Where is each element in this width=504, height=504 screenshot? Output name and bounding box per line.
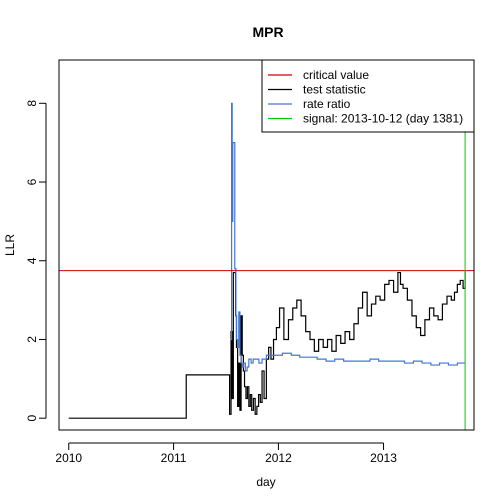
- chart-title: MPR: [252, 24, 283, 40]
- legend-entry-critical-value-label: critical value: [303, 68, 369, 82]
- legend-entry-test-statistic-label: test statistic: [303, 83, 366, 97]
- y-tick-label: 4: [25, 257, 39, 264]
- y-tick-label: 8: [25, 100, 39, 107]
- x-tick-label: 2010: [55, 451, 82, 465]
- y-axis-title: LLR: [3, 234, 17, 256]
- legend-box: [261, 59, 475, 133]
- test-statistic-line: [68, 270, 466, 419]
- y-tick-label: 2: [25, 336, 39, 343]
- x-tick-label: 2011: [161, 451, 187, 465]
- x-tick-label: 2012: [265, 451, 292, 465]
- x-axis: 2010 2011 2012 2013: [55, 442, 397, 465]
- y-tick-label: 0: [25, 415, 39, 422]
- y-axis: 0 2 4 6 8: [25, 100, 47, 422]
- legend-entry-signal-label: signal: 2013-10-12 (day 1381): [303, 112, 463, 126]
- legend-entry-rate-ratio-label: rate ratio: [303, 97, 351, 111]
- x-axis-title: day: [256, 475, 275, 489]
- x-tick-label: 2013: [370, 451, 397, 465]
- rate-ratio-line: [230, 102, 466, 372]
- y-tick-label: 6: [25, 178, 39, 185]
